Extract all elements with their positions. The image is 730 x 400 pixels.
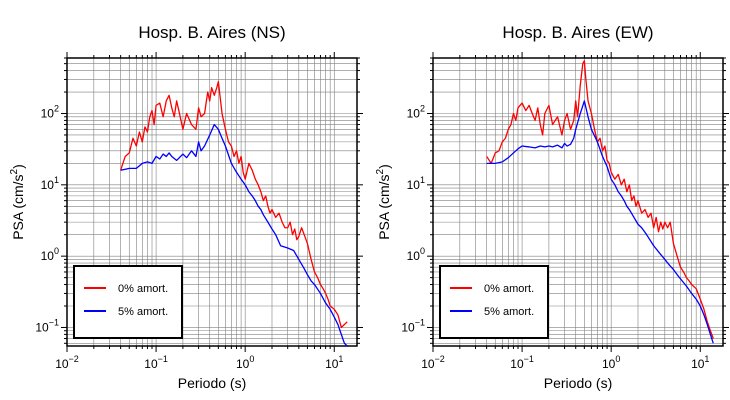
x-tick-label: 10−2 (55, 354, 79, 371)
chart-title: Hosp. B. Aires (EW) (502, 23, 653, 42)
y-tick-label: 101 (41, 175, 59, 192)
y-tick-label: 100 (41, 246, 59, 263)
x-tick-label: 100 (236, 354, 254, 371)
tick-marks (427, 52, 729, 352)
x-tick-label: 101 (691, 354, 709, 371)
chart-panel: 10−2 10−1 100 101 10−1 100 101 102 Hosp. B. Aire… (375, 23, 729, 391)
series-line (120, 123, 348, 347)
x-tick-label: 101 (325, 354, 343, 371)
series-line (120, 80, 348, 329)
legend-label: 0% amort. (484, 283, 534, 295)
y-tick-label: 100 (407, 246, 425, 263)
tick-marks (61, 52, 363, 352)
x-tick-label: 10−1 (144, 354, 168, 371)
legend-box (439, 265, 549, 339)
plot-frame (66, 57, 358, 347)
y-tick-label: 102 (41, 104, 59, 121)
legend-label: 0% amort. (118, 283, 168, 295)
x-tick-label: 10−2 (421, 354, 445, 371)
series-line (486, 100, 714, 344)
legend: 0% amort. 5% amort. (439, 265, 549, 339)
y-tick-label: 10−1 (401, 317, 425, 334)
y-axis-label: PSA (cm/s2) (9, 164, 26, 240)
legend-label: 5% amort. (484, 306, 534, 318)
series-line (486, 60, 714, 339)
legend: 0% amort. 5% amort. (73, 265, 183, 339)
y-tick-label: 102 (407, 104, 425, 121)
legend-label: 5% amort. (118, 306, 168, 318)
plot-frame (432, 57, 724, 347)
legend-box (73, 265, 183, 339)
y-tick-label: 101 (407, 175, 425, 192)
y-tick-label: 10−1 (35, 317, 59, 334)
x-tick-label: 100 (602, 354, 620, 371)
x-axis-label: Periodo (s) (178, 375, 246, 391)
x-axis-label: Periodo (s) (544, 375, 612, 391)
y-axis-label: PSA (cm/s2) (375, 164, 392, 240)
x-tick-label: 10−1 (510, 354, 534, 371)
chart-title: Hosp. B. Aires (NS) (138, 23, 285, 42)
chart-panel: 10−2 10−1 100 101 10−1 100 101 102 Hosp. B. Aire… (9, 23, 363, 391)
